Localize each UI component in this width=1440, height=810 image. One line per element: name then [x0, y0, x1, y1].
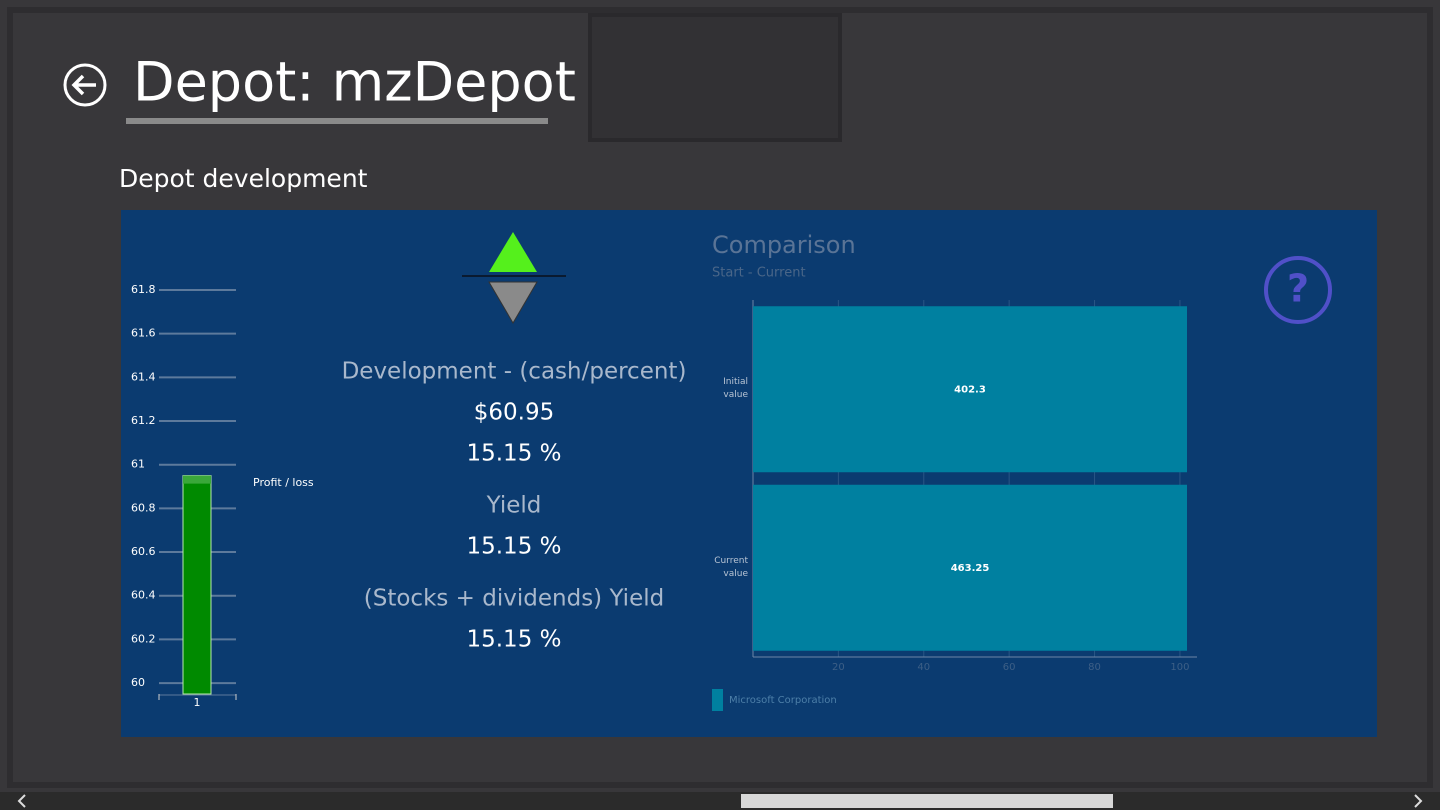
y-tick-label: 60.4: [131, 589, 156, 602]
panel: [121, 210, 1377, 737]
legend-label: Microsoft Corporation: [729, 695, 837, 706]
scroll-left[interactable]: [17, 794, 26, 808]
y-tick-label: 61.8: [131, 283, 156, 296]
up-indicator: [489, 232, 537, 272]
plot-area: [753, 306, 1187, 651]
x-tick-label: 80: [1088, 662, 1101, 673]
background-frame: [7, 7, 1433, 788]
y-tick-label: Initial value: [723, 377, 748, 401]
stat-label: Development - (cash/percent): [342, 359, 687, 385]
x-tick-label: 1: [194, 696, 201, 709]
back-button[interactable]: [63, 63, 107, 107]
bar: [753, 306, 1187, 473]
chart-title: Comparison: [712, 231, 856, 259]
stat-label: Yield: [486, 493, 542, 519]
bar: [182, 475, 212, 695]
data-label: 402.3: [954, 384, 986, 395]
y-tick-label: 61.6: [131, 327, 156, 340]
x-tick-label: 100: [1170, 662, 1189, 673]
stat-value: 15.15 %: [466, 441, 561, 467]
title-underline: [126, 118, 548, 124]
down-indicator: [488, 281, 538, 324]
chart-subtitle: Start - Current: [712, 266, 806, 281]
bar: [753, 484, 1187, 651]
y-tick-label: Current value: [714, 555, 748, 579]
x-tick-label: 20: [832, 662, 845, 673]
y-tick-label: 60.2: [131, 632, 156, 645]
page-title: Depot: mzDepot: [133, 51, 576, 114]
y-tick-label: 60.6: [131, 545, 156, 558]
stat-value: $60.95: [474, 400, 554, 426]
y-tick-label: 61: [131, 458, 145, 471]
bar-highlight: [183, 475, 211, 484]
scrollbar-thumb[interactable]: [741, 794, 1113, 808]
stat-label: (Stocks + dividends) Yield: [364, 586, 664, 612]
background-emblem: [588, 13, 842, 142]
section-title: Depot development: [119, 164, 368, 193]
x-tick-label: 40: [917, 662, 930, 673]
help-icon: ?: [1287, 267, 1309, 311]
y-tick-label: 60.8: [131, 501, 156, 514]
scroll-right[interactable]: [1414, 794, 1423, 808]
legend-swatch: [712, 689, 723, 711]
help-button[interactable]: [1264, 256, 1332, 324]
y-tick-label: 61.4: [131, 370, 156, 383]
stat-value: 15.15 %: [466, 627, 561, 653]
y-tick-label: 61.2: [131, 414, 156, 427]
back-arrow: [71, 74, 96, 96]
x-tick-label: 60: [1003, 662, 1016, 673]
stat-value: 15.15 %: [466, 534, 561, 560]
data-label: 463.25: [951, 563, 990, 574]
scrollbar[interactable]: [0, 792, 1440, 810]
y-tick-label: 60: [131, 676, 145, 689]
legend-label: Profit / loss: [253, 476, 314, 489]
